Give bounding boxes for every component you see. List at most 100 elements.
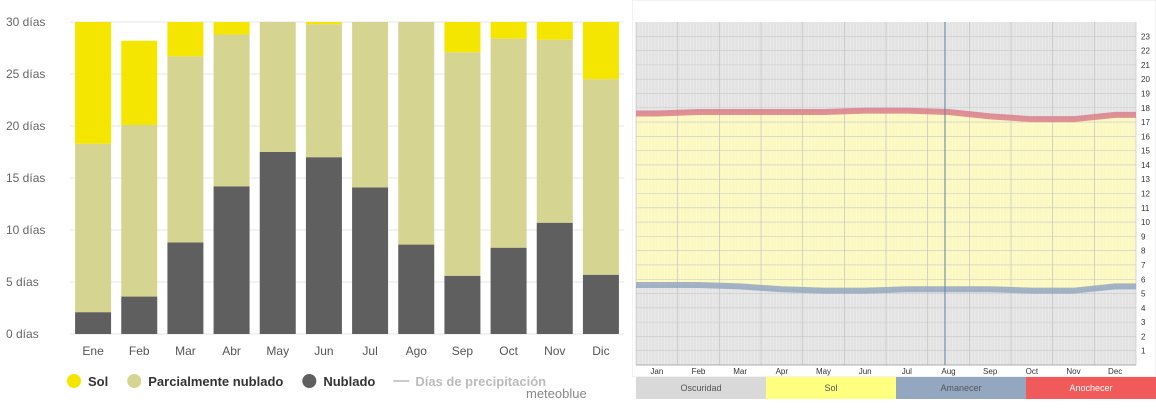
y-tick-label: 5 días bbox=[6, 275, 39, 289]
daylight-chart: 1 2 3 4 5 6 7 8 9 10 11 12 13 14 15 16 17 18 19 20 21 22 23 Jan… bbox=[632, 0, 1156, 408]
series-amanecer bbox=[636, 281, 1136, 294]
bar-segment bbox=[305, 157, 342, 334]
legend-anochecer: Anochecer bbox=[1026, 377, 1156, 399]
y-tick-label: 17 bbox=[1141, 118, 1150, 127]
daylight-svg: 1234567891011121314151617181920212223Jan… bbox=[632, 0, 1156, 377]
y-tick-label: 20 días bbox=[6, 119, 45, 133]
x-tick-label: Feb bbox=[692, 367, 706, 376]
cloud-days-svg: 0 días 5 días 10 días 15 días 20 días 25 días… bbox=[6, 15, 624, 389]
y-tick-label: 12 bbox=[1141, 190, 1150, 199]
x-tick-label: Apr bbox=[776, 367, 789, 376]
x-tick-label: May bbox=[816, 367, 831, 376]
bar-segment bbox=[305, 22, 342, 25]
x-tick-label: Aug bbox=[941, 367, 955, 376]
bar-segment bbox=[305, 24, 342, 158]
y-tick-label: 18 bbox=[1141, 104, 1150, 113]
series-anochecer bbox=[636, 107, 1136, 123]
bar-segment bbox=[121, 40, 158, 125]
x-tick-label: Sep bbox=[983, 367, 998, 376]
y-tick-label: 16 bbox=[1141, 132, 1150, 141]
x-tick-label: Mar bbox=[175, 344, 196, 358]
x-tick-label: Dic bbox=[592, 344, 609, 358]
legend-label: Días de precipitación bbox=[415, 374, 546, 389]
x-tick-label: Jul bbox=[902, 367, 912, 376]
x-tick-label: Ene bbox=[82, 344, 104, 358]
bar-segment bbox=[582, 274, 619, 334]
y-tick-label: 8 bbox=[1141, 247, 1146, 256]
bar-segment bbox=[121, 124, 158, 297]
x-tick-label: Nov bbox=[1066, 367, 1080, 376]
bar-segment bbox=[582, 22, 619, 80]
y-tick-label: 23 bbox=[1141, 32, 1150, 41]
x-tick-label: Jul bbox=[362, 344, 377, 358]
bar-segment bbox=[259, 22, 296, 152]
y-tick-label: 20 bbox=[1141, 75, 1150, 84]
x-tick-label: Jun bbox=[314, 344, 333, 358]
bar-segment bbox=[75, 312, 112, 334]
bar-segment bbox=[352, 22, 389, 188]
bar-segment bbox=[536, 39, 573, 223]
bar-segment bbox=[444, 275, 481, 334]
y-tick-label: 0 días bbox=[6, 327, 39, 341]
y-tick-label: 7 bbox=[1141, 261, 1146, 270]
bar-segment bbox=[398, 22, 435, 245]
legend-marker bbox=[302, 374, 317, 388]
x-tick-label: Sep bbox=[452, 344, 474, 358]
y-tick-label: 19 bbox=[1141, 89, 1150, 98]
daylight-legend: Oscuridad Sol Amanecer Anochecer bbox=[636, 377, 1156, 399]
bar-segment bbox=[167, 22, 204, 57]
legend-marker bbox=[67, 374, 81, 388]
x-tick-label: Abr bbox=[222, 344, 241, 358]
x-tick-label: Nov bbox=[544, 344, 565, 358]
bar-segment bbox=[75, 22, 112, 144]
legend-amanecer: Amanecer bbox=[896, 377, 1026, 399]
y-tick-label: 21 bbox=[1141, 61, 1150, 70]
y-tick-label: 15 días bbox=[6, 171, 45, 185]
bar-segment bbox=[398, 244, 435, 334]
bar-segment bbox=[582, 79, 619, 275]
credit-meteoblue: meteoblue bbox=[526, 386, 587, 401]
legend-sol: Sol bbox=[766, 377, 896, 399]
y-tick-label: 30 días bbox=[6, 15, 45, 29]
bar-segment bbox=[352, 187, 389, 334]
bar-segment bbox=[167, 56, 204, 243]
legend-label: Parcialmente nublado bbox=[148, 374, 283, 389]
x-tick-label: Oct bbox=[499, 344, 518, 358]
cloud-days-chart: 0 días 5 días 10 días 15 días 20 días 25 días… bbox=[6, 15, 624, 401]
y-tick-label: 22 bbox=[1141, 47, 1150, 56]
bar-segment bbox=[213, 186, 250, 334]
bar-segment bbox=[490, 22, 527, 39]
x-tick-label: Ago bbox=[406, 344, 428, 358]
legend-sol-label: Sol bbox=[824, 383, 838, 393]
y-tick-label: 10 bbox=[1141, 218, 1150, 227]
y-tick-label: 13 bbox=[1141, 175, 1150, 184]
x-tick-label: Jan bbox=[650, 367, 663, 376]
y-tick-label: 14 bbox=[1141, 161, 1150, 170]
bar-segment bbox=[121, 296, 158, 334]
y-tick-label: 25 días bbox=[6, 67, 45, 81]
x-tick-label: Oct bbox=[1026, 367, 1039, 376]
legend-amanecer-label: Amanecer bbox=[940, 383, 982, 393]
bar-segment bbox=[213, 34, 250, 187]
legend-marker bbox=[127, 374, 142, 388]
legend-label: Nublado bbox=[323, 374, 375, 389]
x-tick-label: Jun bbox=[859, 367, 872, 376]
bar-segment bbox=[536, 222, 573, 334]
y-tick-label: 1 bbox=[1141, 347, 1146, 356]
bar-segment bbox=[490, 38, 527, 248]
legend-oscuridad-label: Oscuridad bbox=[680, 383, 722, 393]
legend-oscuridad: Oscuridad bbox=[636, 377, 766, 399]
y-tick-label: 6 bbox=[1141, 275, 1146, 284]
y-tick-label: 11 bbox=[1141, 204, 1150, 213]
bar-segment bbox=[490, 247, 527, 334]
x-tick-label: Mar bbox=[733, 367, 747, 376]
bar-segment bbox=[444, 22, 481, 53]
x-tick-label: May bbox=[266, 344, 289, 358]
y-tick-label: 5 bbox=[1141, 290, 1146, 299]
y-tick-label: 2 bbox=[1141, 332, 1146, 341]
bar-segment bbox=[536, 22, 573, 40]
y-tick-label: 9 bbox=[1141, 232, 1146, 241]
y-tick-label: 3 bbox=[1141, 318, 1146, 327]
legend-anochecer-label: Anochecer bbox=[1069, 383, 1113, 393]
x-tick-label: Feb bbox=[129, 344, 150, 358]
